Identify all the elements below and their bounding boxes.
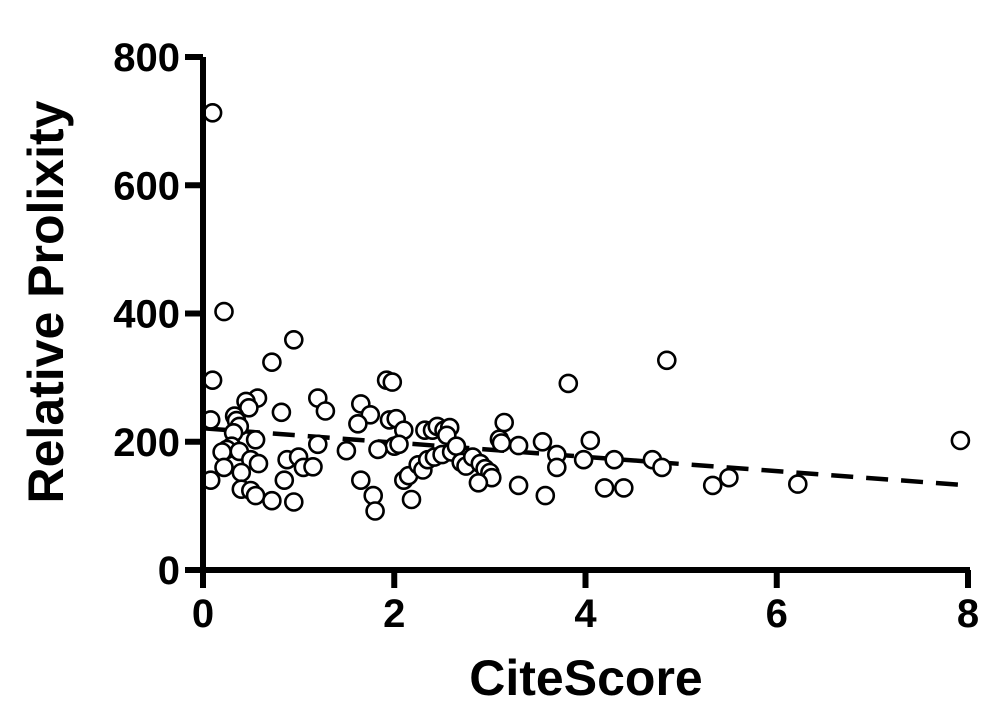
- y-tick-label: 200: [113, 421, 180, 465]
- data-point: [656, 350, 677, 371]
- data-point: [348, 413, 368, 434]
- trendline-layer: [202, 426, 959, 487]
- points-layer: [200, 103, 971, 521]
- data-point: [245, 429, 266, 450]
- data-point: [202, 103, 223, 123]
- data-point: [283, 492, 304, 512]
- data-point: [573, 449, 594, 470]
- data-point: [401, 489, 422, 510]
- data-point: [239, 397, 259, 418]
- data-point: [307, 434, 328, 455]
- axes: [200, 57, 970, 573]
- data-point: [508, 475, 529, 496]
- data-point: [580, 430, 601, 451]
- data-point: [283, 329, 304, 350]
- data-point: [558, 373, 579, 394]
- data-point: [468, 472, 489, 493]
- y-ticks: 0 200 400 600 800: [113, 36, 203, 593]
- data-point: [245, 485, 266, 506]
- data-point: [787, 474, 808, 494]
- data-point: [594, 478, 615, 498]
- x-tick-label: 4: [574, 592, 597, 636]
- y-tick-label: 600: [113, 164, 180, 208]
- data-point: [365, 501, 385, 521]
- data-point: [702, 475, 723, 496]
- data-point: [613, 478, 634, 498]
- data-point: [315, 401, 336, 421]
- y-tick-label: 0: [158, 549, 180, 593]
- data-point: [271, 402, 292, 423]
- y-tick-label: 400: [113, 293, 180, 337]
- data-point: [446, 436, 467, 457]
- data-point: [262, 352, 282, 373]
- y-tick-label: 800: [113, 36, 180, 80]
- data-point: [368, 439, 388, 460]
- x-tick-label: 6: [766, 592, 788, 636]
- data-point: [303, 456, 323, 477]
- x-ticks: 0 2 4 6 8: [192, 570, 979, 636]
- data-point: [950, 430, 971, 451]
- data-point: [546, 457, 567, 478]
- x-tick-label: 2: [383, 592, 405, 636]
- data-point: [231, 462, 252, 483]
- data-point: [535, 485, 556, 506]
- data-point: [719, 467, 739, 488]
- trendline: [202, 426, 959, 487]
- data-point: [350, 470, 371, 491]
- data-point: [532, 431, 553, 452]
- data-point: [336, 440, 357, 461]
- data-point: [274, 470, 295, 491]
- x-tick-label: 0: [192, 592, 214, 636]
- y-axis-title: Relative Prolixity: [18, 100, 74, 503]
- data-point: [491, 433, 512, 453]
- data-point: [202, 370, 223, 391]
- x-axis-title: CiteScore: [469, 650, 702, 706]
- data-point: [652, 457, 672, 478]
- data-point: [382, 372, 403, 392]
- data-point: [248, 453, 269, 474]
- data-point: [604, 449, 625, 470]
- x-tick-label: 8: [957, 592, 979, 636]
- data-point: [494, 412, 515, 433]
- data-point: [508, 435, 529, 456]
- data-point: [214, 301, 234, 322]
- data-point: [262, 490, 282, 511]
- data-point: [214, 457, 234, 478]
- data-point: [389, 434, 409, 455]
